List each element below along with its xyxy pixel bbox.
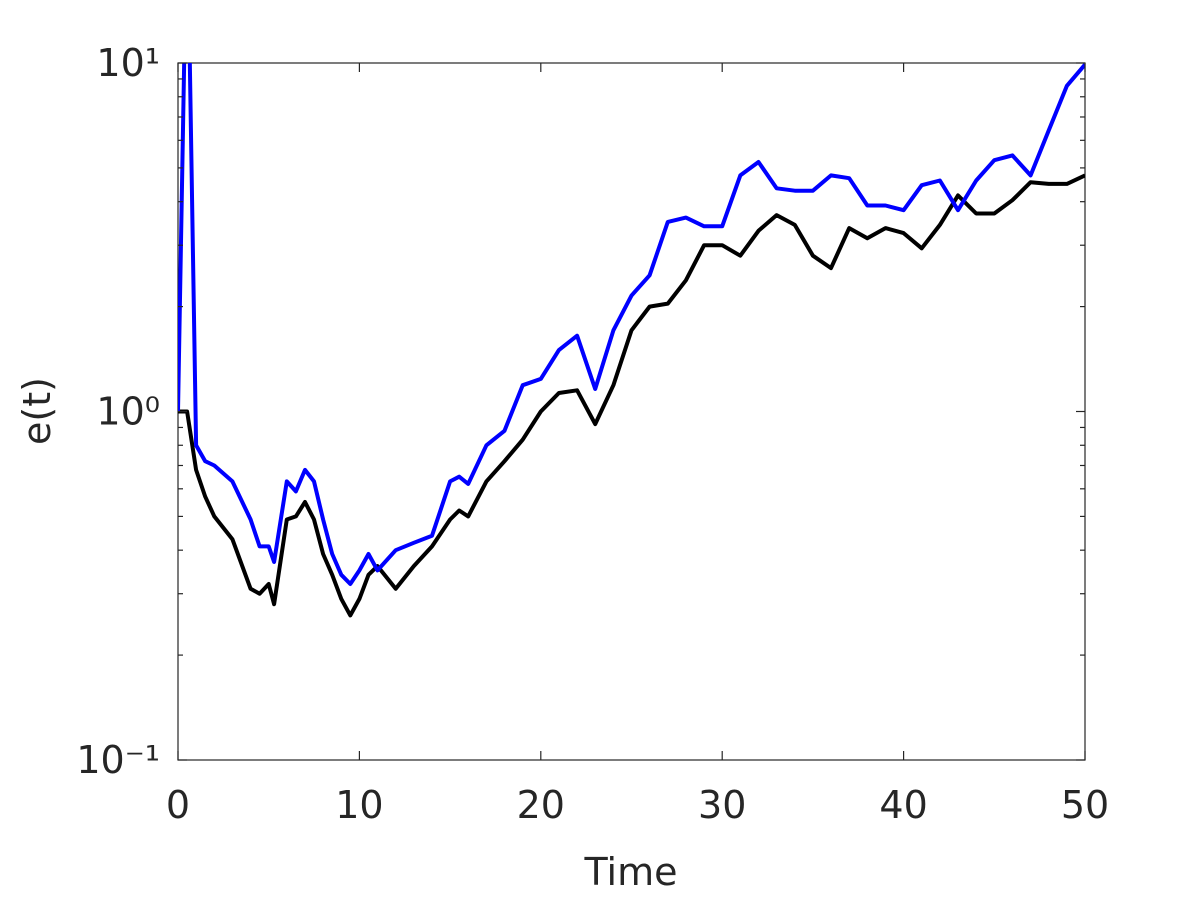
series-line [178,63,1085,586]
y-axis-label: e(t) [15,377,59,445]
plot-area [178,63,1085,618]
x-tick-label: 40 [879,783,927,827]
x-tick-label: 20 [517,783,565,827]
x-axis-label: Time [584,850,678,894]
x-tick-label: 50 [1061,783,1109,827]
x-tick-label: 0 [166,783,190,827]
y-tick-label: 10¹ [96,41,160,85]
series-line [178,173,1085,618]
y-tick-label: 10⁻¹ [76,738,160,782]
y-tick-label: 10⁰ [96,390,160,434]
x-tick-label: 10 [335,783,383,827]
plot-frame [177,62,1086,761]
x-tick-label: 30 [698,783,746,827]
